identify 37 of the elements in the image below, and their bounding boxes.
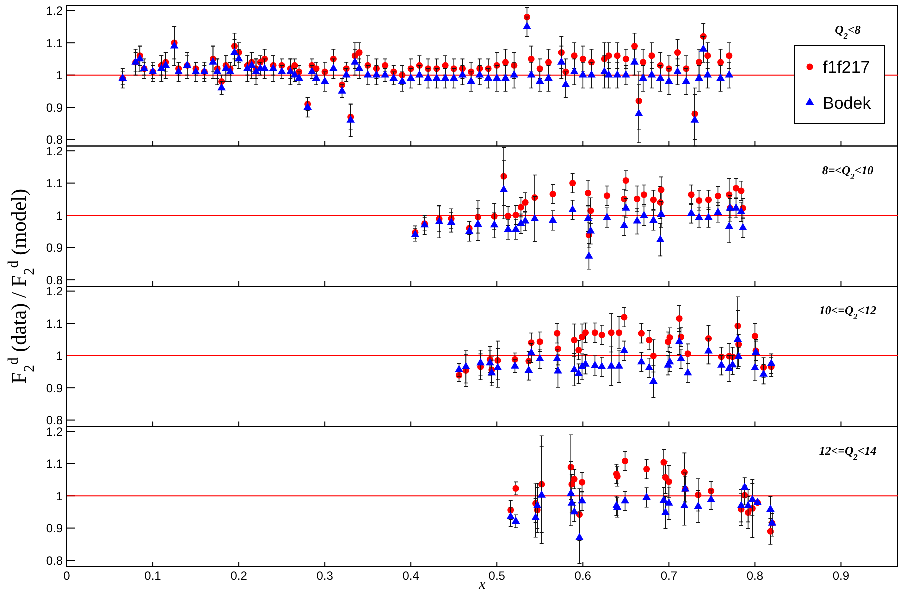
x-tick-label: 0.4 [402,569,420,583]
y-tick-label: 1.1 [46,316,64,331]
legend-label: f1f217 [823,58,870,77]
y-tick-label: 1 [56,68,64,83]
y-tick-label: 1.1 [46,36,64,50]
y-tick-label: 0.9 [46,522,64,536]
x-tick-label: 0.1 [144,569,162,583]
x-tick-label: 0.8 [746,569,764,583]
x-tick-label: 0.9 [832,569,850,583]
y-tick-label: 0.9 [46,100,64,115]
y-tick-label: 0.8 [46,414,64,428]
annotation: 10<=Q$_{2}$<12 [819,304,877,321]
y-tick-label: 0.8 [46,273,64,288]
annotation: 12<=Q$_{2}$<14 [819,444,877,462]
y-tick-label: 0.9 [46,241,64,256]
x-tick-label: 0 [64,569,71,583]
y-tick-label: 1 [56,208,64,223]
y-tick-label: 1.2 [46,284,64,299]
y-tick-label: 1.2 [46,144,64,158]
x-axis-title: x [478,577,486,591]
y-tick-label: 0.8 [46,133,64,147]
y-tick-label: 0.8 [46,554,64,568]
x-tick-label: 0.2 [230,569,248,583]
legend-label: Bodek [823,94,872,113]
x-tick-label: 0.7 [660,569,678,583]
y-tick-label: 1.1 [46,176,64,191]
x-tick-label: 0.5 [488,569,506,583]
y-tick-label: 1.1 [46,457,64,472]
y-tick-label: 0.9 [46,381,64,396]
x-tick-label: 0.6 [574,569,592,583]
y-tick-label: 1 [56,489,64,504]
y-tick-label: 1.2 [46,4,64,18]
x-tick-label: 0.3 [316,569,334,583]
annotation: 8=<Q$_{2}$<10 [822,163,874,181]
annotation: Q$_{2}$<8 [835,23,861,40]
y-tick-label: 1 [56,349,64,364]
y-tick-label: 1.2 [46,424,64,439]
